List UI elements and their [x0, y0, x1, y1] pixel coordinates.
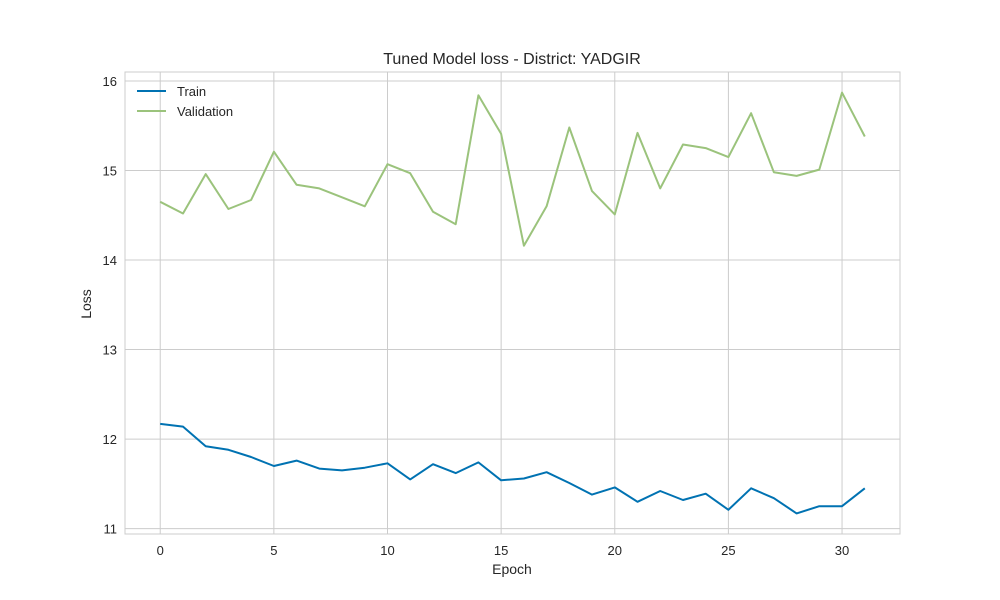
x-tick-label: 5 — [270, 543, 277, 558]
x-axis-label: Epoch — [492, 561, 532, 577]
y-tick-label: 13 — [103, 343, 117, 358]
chart-title: Tuned Model loss - District: YADGIR — [383, 51, 641, 68]
series-line-train — [160, 422, 866, 515]
y-tick-label: 14 — [103, 253, 117, 268]
y-axis-label: Loss — [78, 289, 94, 319]
legend-label-train: Train — [177, 84, 206, 99]
legend-label-validation: Validation — [177, 104, 233, 119]
series-layer — [159, 91, 866, 515]
x-tick-label: 10 — [380, 543, 394, 558]
plot-area — [124, 71, 901, 535]
x-tick-label: 25 — [721, 543, 735, 558]
y-tick-label: 15 — [103, 163, 117, 178]
x-tick-label: 15 — [494, 543, 508, 558]
series-line-validation — [159, 91, 866, 247]
x-tick-labels: 0 5 10 15 20 25 30 — [157, 543, 850, 558]
y-tick-labels: 11 12 13 14 15 16 — [103, 74, 117, 537]
grid-lines — [125, 72, 900, 534]
x-tick-label: 20 — [608, 543, 622, 558]
y-tick-label: 12 — [103, 432, 117, 447]
x-tick-label: 0 — [157, 543, 164, 558]
legend: Train Validation — [137, 84, 233, 119]
x-tick-label: 30 — [835, 543, 849, 558]
y-tick-label: 16 — [103, 74, 117, 89]
y-tick-label: 11 — [104, 522, 118, 537]
